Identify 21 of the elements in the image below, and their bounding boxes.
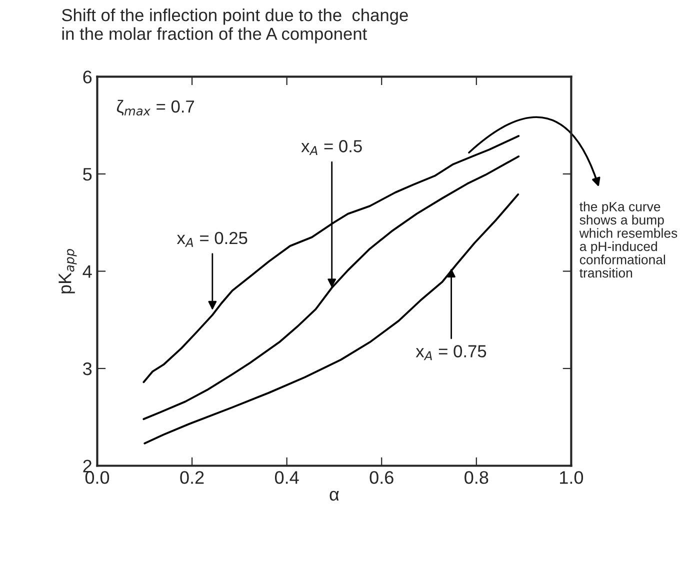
x-tick-label: 1.0 <box>560 471 584 484</box>
y-tick-label: 5 <box>83 168 92 181</box>
x-tick-label: 0.0 <box>85 471 110 484</box>
x-tick-label: 0.8 <box>464 471 488 484</box>
x-tick-label: 0.6 <box>370 471 394 484</box>
x-tick-label: 0.4 <box>274 471 299 484</box>
y-tick-label: 4 <box>82 265 92 278</box>
x-tick-label: 0.2 <box>180 471 204 484</box>
annotation: x$_{A}$ = 0.5 <box>301 140 362 156</box>
line-series <box>144 193 520 444</box>
y-tick-label: 3 <box>83 362 92 376</box>
annotation: x$_{A}$ = 0.25 <box>176 232 248 247</box>
line-series <box>142 135 520 384</box>
y-axis-title: pK$_{app}$ <box>58 249 77 294</box>
y-tick-label: 6 <box>83 70 92 84</box>
text: the pKa curve shows a bump which resembles a pH-induced conformational transition <box>579 202 678 278</box>
chart-title: Shift of the inflection point due to the change in the molar fraction of the A component <box>62 8 408 44</box>
x-axis-title: α <box>330 490 339 501</box>
line-series <box>142 155 520 420</box>
annotation: ζ$_{max}$ = 0.7 <box>116 100 194 116</box>
annotation: x$_{A}$ = 0.75 <box>416 345 486 360</box>
